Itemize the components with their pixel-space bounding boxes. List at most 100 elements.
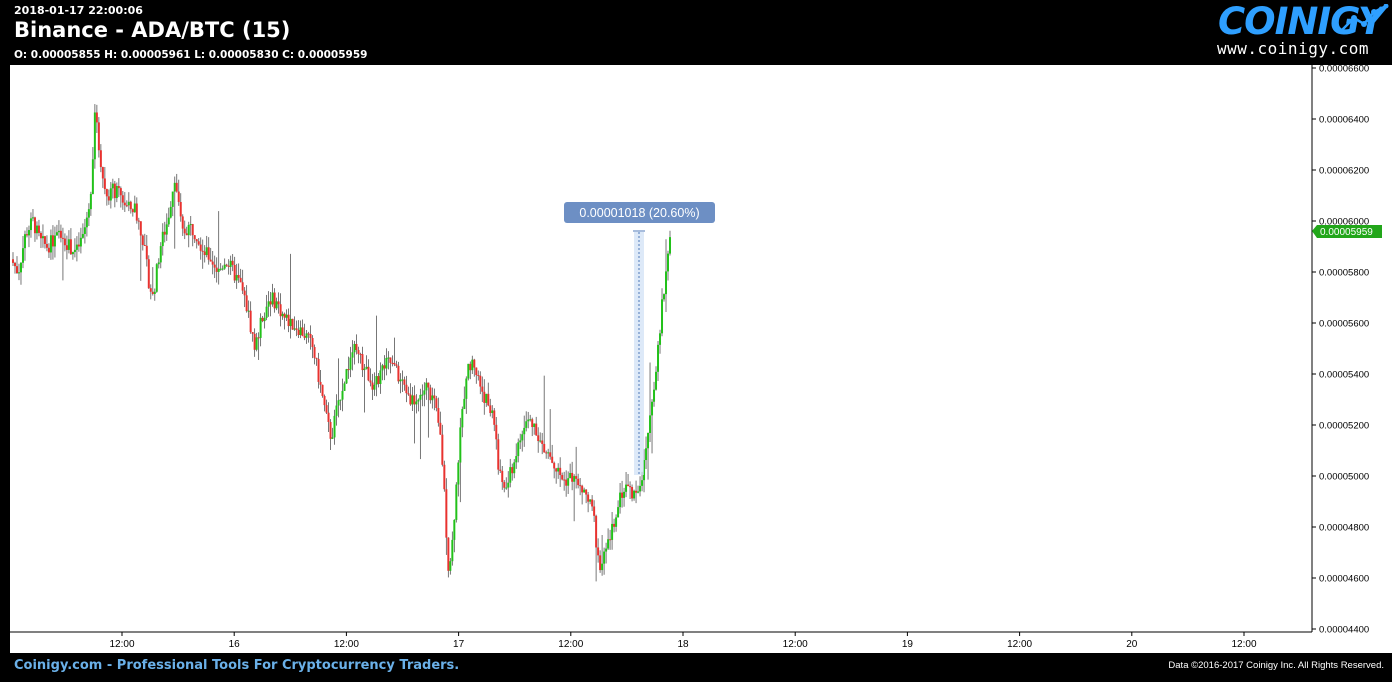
candle-body: [323, 395, 326, 406]
candle-body: [295, 328, 298, 330]
candle-body: [43, 236, 46, 244]
footer-tagline[interactable]: Coinigy.com - Professional Tools For Cry…: [14, 658, 460, 673]
candle-body: [125, 205, 128, 207]
candle-body: [245, 295, 248, 312]
candle-body: [301, 327, 304, 336]
brand-logo[interactable]: COINIGY: [1218, 0, 1385, 43]
candle-body: [257, 337, 260, 339]
candle-body: [281, 313, 284, 317]
candle-body: [575, 476, 578, 479]
candle-body: [239, 277, 242, 283]
candle-body: [447, 537, 450, 571]
chart-timestamp: 2018-01-17 22:00:06: [14, 4, 143, 17]
candle-body: [219, 268, 222, 270]
candle-body: [103, 178, 106, 190]
candle-body: [543, 443, 546, 453]
x-tick-label: 17: [453, 639, 465, 650]
candle-body: [329, 421, 332, 439]
candle-body: [233, 264, 236, 281]
candle-body: [19, 262, 22, 273]
candle-body: [623, 491, 626, 498]
candle-body: [395, 364, 398, 366]
axis-background: [1312, 65, 1392, 653]
candle-body: [405, 384, 408, 394]
candle-body: [247, 310, 250, 312]
candle-body: [57, 230, 60, 233]
candle-body: [345, 369, 348, 384]
candle-body: [95, 112, 98, 123]
candle-body: [105, 189, 108, 197]
candle-body: [631, 486, 634, 499]
candle-body: [113, 183, 116, 199]
candle-body: [589, 499, 592, 502]
candle-body: [643, 460, 646, 481]
candle-body: [143, 244, 146, 246]
candle-body: [603, 551, 606, 564]
candle-body: [403, 379, 406, 385]
candle-body: [355, 343, 358, 351]
measure-label: 0.00001018 (20.60%): [579, 206, 699, 220]
candle-body: [221, 268, 224, 270]
candle-body: [85, 217, 88, 228]
candle-body: [59, 230, 62, 238]
candle-body: [513, 462, 516, 474]
candle-body: [613, 523, 616, 527]
candle-body: [381, 365, 384, 371]
candle-body: [53, 235, 56, 247]
candle-body: [615, 517, 618, 527]
candle-body: [269, 301, 272, 305]
candle-body: [97, 122, 100, 151]
candle-body: [495, 424, 498, 440]
x-tick-label: 20: [1126, 639, 1138, 650]
candle-body: [565, 479, 568, 486]
candle-body: [225, 264, 228, 266]
candle-body: [397, 365, 400, 382]
candle-body: [343, 383, 346, 391]
x-tick-label: 12:00: [1231, 639, 1256, 650]
candle-body: [187, 224, 190, 236]
chart-area[interactable]: 0.00004400 0.00004600 0.00004800 0.00005000…: [0, 64, 1392, 653]
candle-body: [639, 485, 642, 492]
candle-body: [585, 489, 588, 495]
candle-body: [669, 237, 672, 254]
candle-body: [67, 239, 70, 250]
candle-body: [593, 506, 596, 516]
candle-body: [439, 422, 442, 435]
candle-body: [505, 487, 508, 489]
candle-body: [201, 250, 204, 252]
candle-body: [537, 435, 540, 442]
ohlc-readout: O: 0.00005855 H: 0.00005961 L: 0.0000583…: [14, 49, 368, 61]
candle-body: [15, 266, 18, 274]
candle-body: [299, 327, 302, 335]
candle-body: [333, 415, 336, 438]
candle-body: [37, 225, 40, 233]
candle-body: [491, 410, 494, 414]
brand-url[interactable]: www.coinigy.com: [1217, 39, 1369, 58]
candle-body: [83, 227, 86, 234]
x-tick-label: 12:00: [334, 639, 359, 650]
measure-tool[interactable]: 0.00001018 (20.60%): [564, 202, 715, 475]
candle-body: [255, 337, 258, 350]
candle-body: [287, 314, 290, 327]
candle-body: [339, 399, 342, 401]
candle-body: [497, 439, 500, 470]
candle-body: [161, 231, 164, 247]
y-tick-label: 0.00005600: [1319, 319, 1369, 330]
candle-body: [341, 390, 344, 400]
candle-body: [13, 262, 16, 267]
candle-body: [49, 235, 52, 253]
candle-body: [611, 523, 614, 540]
candle-body: [607, 539, 610, 549]
candle-body: [483, 391, 486, 403]
candle-body: [47, 247, 50, 253]
last-price-tag: 0.00005959: [1312, 225, 1382, 238]
candle-body: [133, 203, 136, 213]
candle-body: [263, 317, 266, 322]
candle-body: [215, 267, 218, 272]
candle-body: [523, 427, 526, 435]
candlestick-chart[interactable]: 0.00004400 0.00004600 0.00004800 0.00005000…: [0, 64, 1392, 653]
candle-body: [275, 301, 278, 309]
candle-body: [55, 232, 58, 236]
candle-body: [91, 159, 94, 194]
candle-body: [547, 452, 550, 454]
